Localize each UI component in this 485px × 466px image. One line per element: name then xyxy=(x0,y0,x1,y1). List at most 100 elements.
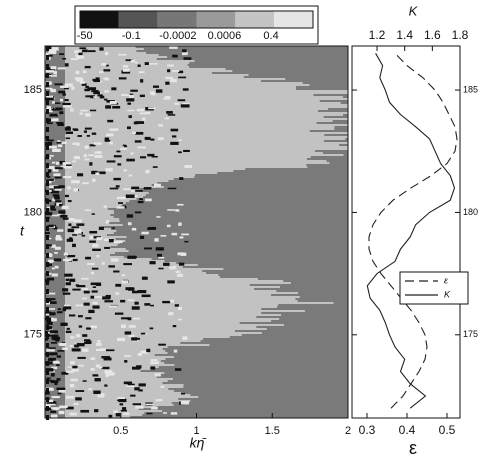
heatmap-texture xyxy=(65,254,110,256)
heatmap-texture xyxy=(65,312,262,314)
heatmap-texture xyxy=(74,50,81,54)
heatmap-texture xyxy=(65,120,333,122)
heatmap-texture xyxy=(65,54,159,56)
y-tick-label: 175 xyxy=(463,329,478,339)
heatmap-texture xyxy=(112,105,121,109)
heatmap-texture xyxy=(65,106,348,108)
heatmap-texture xyxy=(127,109,135,112)
heatmap-texture xyxy=(162,300,171,304)
heatmap-texture xyxy=(53,186,61,190)
heatmap-texture xyxy=(65,226,104,228)
heatmap-texture xyxy=(45,311,51,314)
heatmap-texture xyxy=(65,370,141,372)
heatmap-texture xyxy=(65,56,168,58)
heatmap-texture xyxy=(65,326,257,328)
heatmap-texture xyxy=(65,246,111,248)
heatmap-texture xyxy=(90,295,95,299)
heatmap-texture xyxy=(45,387,54,390)
heatmap-texture xyxy=(130,152,134,155)
heatmap-texture xyxy=(157,137,164,141)
heatmap-texture xyxy=(46,298,49,303)
heatmap-texture xyxy=(99,95,105,99)
heatmap-texture xyxy=(56,141,62,144)
heatmap-texture xyxy=(84,127,92,130)
heatmap-texture xyxy=(65,78,286,80)
heatmap-texture xyxy=(65,300,298,302)
heatmap-texture xyxy=(65,286,280,288)
heatmap-texture xyxy=(93,142,102,145)
heatmap-texture xyxy=(170,79,177,83)
heatmap-texture xyxy=(46,199,49,204)
heatmap-texture xyxy=(65,200,130,202)
heatmap-texture xyxy=(85,95,94,98)
heatmap-texture xyxy=(52,198,56,202)
heatmap-texture xyxy=(131,186,140,190)
heatmap-texture xyxy=(128,325,136,328)
heatmap-texture xyxy=(96,342,102,346)
heatmap-texture xyxy=(65,234,107,236)
heatmap-texture xyxy=(70,58,79,61)
heatmap-texture xyxy=(65,320,272,322)
heatmap-texture xyxy=(109,100,117,105)
heatmap-texture xyxy=(65,350,166,352)
heatmap-texture xyxy=(171,70,180,72)
heatmap-texture xyxy=(120,299,126,303)
heatmap-texture xyxy=(184,240,189,243)
heatmap-texture xyxy=(83,130,87,133)
heatmap-texture xyxy=(134,387,140,391)
heatmap-texture xyxy=(65,131,74,135)
heatmap-texture xyxy=(46,55,49,60)
legend-label: ε xyxy=(444,275,449,285)
heatmap-texture xyxy=(82,49,88,53)
heatmap-texture xyxy=(86,327,91,330)
heatmap-texture xyxy=(182,49,187,53)
heatmap-texture xyxy=(142,117,146,121)
heatmap-texture xyxy=(70,108,74,112)
heatmap-texture xyxy=(93,91,100,95)
y-tick-label: 180 xyxy=(24,206,42,218)
heatmap-texture xyxy=(65,212,115,214)
heatmap-texture xyxy=(65,268,224,270)
heatmap-texture xyxy=(155,247,164,251)
heatmap-texture xyxy=(65,288,255,290)
heatmap-texture xyxy=(156,216,161,218)
heatmap-texture xyxy=(46,352,49,357)
heatmap-texture xyxy=(56,364,60,367)
heatmap-texture xyxy=(81,297,87,300)
heatmap-texture xyxy=(127,102,132,105)
heatmap-texture xyxy=(128,174,132,177)
heatmap-texture xyxy=(58,410,65,415)
heatmap-texture xyxy=(51,342,58,344)
heatmap-texture xyxy=(65,80,262,82)
heatmap-texture xyxy=(65,128,335,130)
heatmap-texture xyxy=(81,82,87,86)
heatmap-texture xyxy=(140,156,147,159)
heatmap-texture xyxy=(65,378,174,380)
heatmap-texture xyxy=(48,224,54,228)
heatmap-texture xyxy=(76,285,86,288)
heatmap-texture xyxy=(65,366,159,368)
heatmap-texture xyxy=(49,188,53,191)
heatmap-texture xyxy=(52,148,61,152)
heatmap-texture xyxy=(65,122,317,124)
heatmap-texture xyxy=(75,390,85,392)
heatmap-texture xyxy=(127,383,135,386)
heatmap-texture xyxy=(73,156,80,160)
heatmap-texture xyxy=(55,236,62,241)
heatmap-texture xyxy=(64,99,69,102)
heatmap-texture xyxy=(50,47,59,51)
heatmap-texture xyxy=(51,214,59,217)
heatmap-texture xyxy=(63,87,69,90)
heatmap-texture xyxy=(152,166,158,168)
heatmap-texture xyxy=(72,142,80,145)
heatmap-texture xyxy=(65,140,325,142)
heatmap-texture xyxy=(105,168,113,172)
heatmap-texture xyxy=(97,394,105,398)
heatmap-texture xyxy=(65,152,323,154)
heatmap-texture xyxy=(65,342,181,344)
heatmap-texture xyxy=(175,209,180,212)
heatmap-texture xyxy=(89,230,98,234)
heatmap-texture xyxy=(118,398,127,403)
heatmap-texture xyxy=(95,364,101,368)
heatmap-texture xyxy=(54,102,61,104)
